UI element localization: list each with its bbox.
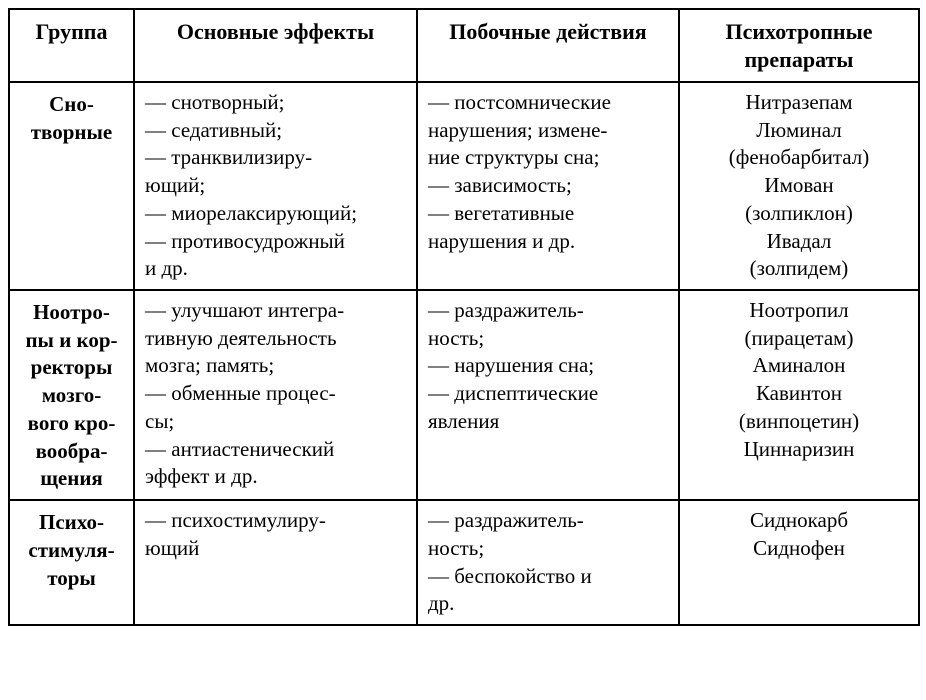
table-row: Сно-творные — снотворный;— седативный;— … [9,82,919,290]
cell-side: — раздражитель-ность;— нарушения сна;— д… [417,290,679,500]
drug-classification-table: Группа Основные эффекты Побочные действи… [8,8,920,626]
cell-effects: — снотворный;— седативный;— транквилизир… [134,82,417,290]
header-effects: Основные эффекты [134,9,417,82]
header-drugs: Психотропные препараты [679,9,919,82]
cell-group: Ноотро-пы и кор-ректорымозго-вого кро-во… [9,290,134,500]
cell-effects: — улучшают интегра-тивную деятельностьмо… [134,290,417,500]
cell-drugs: СиднокарбСиднофен [679,500,919,625]
cell-side: — постсомническиенарушения; измене-ние с… [417,82,679,290]
table-row: Психо-стимуля-торы — психостимулиру-ющий… [9,500,919,625]
cell-group: Сно-творные [9,82,134,290]
table-header-row: Группа Основные эффекты Побочные действи… [9,9,919,82]
cell-drugs: Ноотропил(пирацетам)АминалонКавинтон(вин… [679,290,919,500]
cell-effects: — психостимулиру-ющий [134,500,417,625]
header-group: Группа [9,9,134,82]
cell-drugs: НитразепамЛюминал(фенобарбитал)Имован(зо… [679,82,919,290]
cell-group: Психо-стимуля-торы [9,500,134,625]
cell-side: — раздражитель-ность;— беспокойство идр. [417,500,679,625]
header-side: Побочные действия [417,9,679,82]
table-row: Ноотро-пы и кор-ректорымозго-вого кро-во… [9,290,919,500]
